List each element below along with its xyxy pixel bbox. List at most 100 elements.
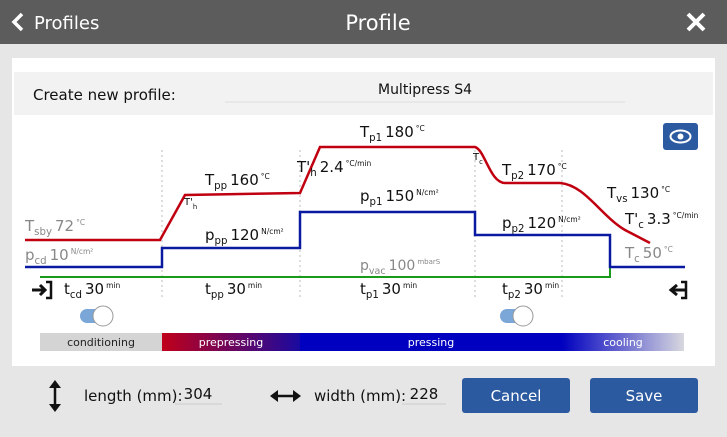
value: 30 <box>524 280 543 298</box>
subscript: h <box>193 203 197 211</box>
symbol: t <box>205 280 211 298</box>
temperature-line <box>25 145 651 245</box>
phase-label: conditioning <box>67 336 135 349</box>
param-label: T'h 2.4 °C/min <box>296 158 372 179</box>
symbol: T <box>204 171 215 189</box>
subscript: pp <box>214 181 227 192</box>
param-label: Tp1 180 °C <box>359 123 425 144</box>
length-label: length (mm): <box>84 387 183 405</box>
symbol: T <box>606 184 617 202</box>
value: 3.3 <box>647 210 671 228</box>
param-label: T'c 3.3 °C/min <box>624 210 699 231</box>
symbol: t <box>360 280 366 298</box>
param-label: pcd 10 N/cm² <box>25 246 93 267</box>
subscript: c <box>638 220 644 231</box>
name-label: Create new profile: <box>33 86 176 104</box>
param-label: Tp2 170 °C <box>501 161 567 182</box>
back-button[interactable]: Profiles <box>11 12 99 34</box>
param-label: Tpp 160 °C <box>204 171 270 192</box>
value: 72 <box>55 217 74 235</box>
value: 120 <box>527 214 556 232</box>
param-label: tp2 30 min <box>502 280 559 301</box>
unit: °C/min <box>673 211 699 220</box>
cancel-button[interactable] <box>462 378 570 413</box>
param-label: tcd 30 min <box>64 280 120 301</box>
phase-bar <box>562 333 684 351</box>
symbol: p <box>360 258 369 274</box>
back-icon <box>11 12 24 32</box>
phase-bar <box>162 333 300 351</box>
param-label: tp1 30 min <box>360 280 417 301</box>
length-icon <box>49 380 61 412</box>
unit: °C <box>558 162 567 171</box>
param-label: ppp 120 N/cm² <box>205 226 284 247</box>
value: 30 <box>227 280 246 298</box>
symbol: p <box>360 187 370 205</box>
unit: N/cm² <box>261 227 284 236</box>
subscript: p1 <box>366 290 379 301</box>
enter-icon <box>32 280 53 300</box>
subscript: sby <box>34 227 52 238</box>
unit: N/cm² <box>416 188 439 197</box>
unit: N/cm² <box>558 215 581 224</box>
symbol: T' <box>183 197 193 208</box>
pressure-line <box>25 210 685 269</box>
subscript: h <box>310 168 316 179</box>
value: 2.4 <box>320 158 344 176</box>
symbol: p <box>205 226 215 244</box>
eye-pupil <box>677 133 684 140</box>
unit: °C <box>261 172 270 181</box>
subscript: p2 <box>512 224 525 235</box>
back-label: Profiles <box>34 13 99 34</box>
subscript: pp <box>215 236 228 247</box>
unit: °C <box>76 218 85 227</box>
name-row <box>14 72 713 115</box>
unit: °C <box>416 124 425 133</box>
subscript: vs <box>616 194 627 205</box>
subscript: p2 <box>511 171 524 182</box>
value: 160 <box>230 171 259 189</box>
unit: mbarS <box>417 258 440 266</box>
width-label: width (mm): <box>314 387 406 405</box>
value: 30 <box>382 280 401 298</box>
phase-bar <box>300 333 562 351</box>
save-button[interactable] <box>590 378 698 413</box>
symbol: T <box>472 152 480 163</box>
value: 10 <box>50 246 69 264</box>
symbol: p <box>502 214 512 232</box>
length-input[interactable]: 304 <box>184 385 213 403</box>
value: 130 <box>631 184 660 202</box>
unit: °C/min <box>346 159 372 168</box>
width-input[interactable]: 228 <box>410 385 439 403</box>
param-label: tpp 30 min <box>205 280 262 301</box>
close-button[interactable] <box>686 12 706 32</box>
value: 170 <box>527 161 556 179</box>
save-label: Save <box>626 387 663 405</box>
subscript: c <box>479 158 483 166</box>
value: 180 <box>385 123 414 141</box>
toggle[interactable] <box>500 305 534 327</box>
name-input[interactable]: Multipress S4 <box>378 82 472 98</box>
subscript: cd <box>35 256 47 267</box>
param-label: pp1 150 N/cm² <box>360 187 439 208</box>
symbol: T' <box>624 210 638 228</box>
symbol: T <box>624 244 635 262</box>
unit: min <box>545 281 559 290</box>
width-icon <box>270 390 301 402</box>
param-label: Tvs 130 °C <box>606 184 670 205</box>
header-title: Profile <box>345 11 410 35</box>
vacuum-line <box>40 268 611 278</box>
toggle[interactable] <box>80 305 114 327</box>
cancel-label: Cancel <box>491 387 542 405</box>
header-bar <box>0 0 727 44</box>
unit: N/cm² <box>71 247 94 256</box>
param-label: Tc 50 °C <box>624 244 673 265</box>
symbol: t <box>64 280 70 298</box>
value: 120 <box>230 226 259 244</box>
subscript: pp <box>211 290 224 301</box>
subscript: p1 <box>369 133 382 144</box>
value: 100 <box>389 258 416 274</box>
